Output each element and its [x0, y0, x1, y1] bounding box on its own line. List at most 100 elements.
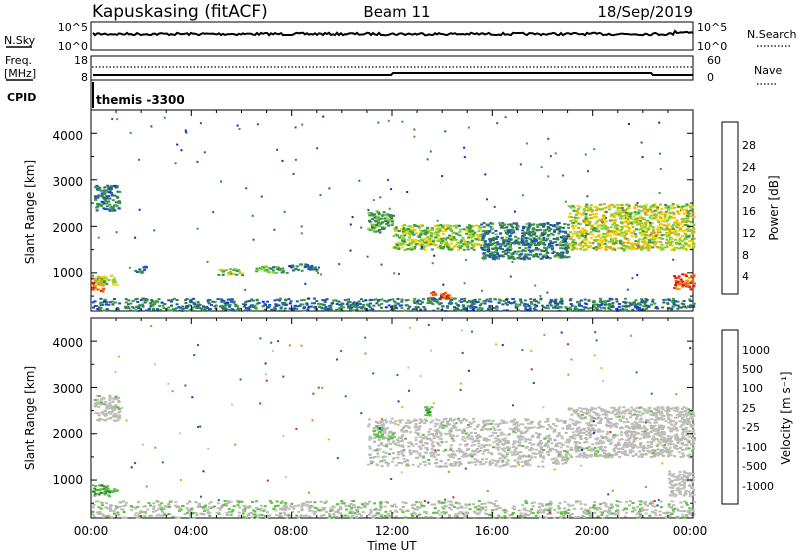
echo-cell [406, 425, 410, 428]
echo-cell [636, 427, 640, 430]
echo-cell [382, 450, 385, 453]
echo-cell [605, 216, 607, 219]
echo-cell [564, 240, 567, 242]
echo-cell [275, 265, 279, 268]
echo-cell [583, 229, 587, 232]
echo-cell [167, 309, 171, 312]
echo-cell [532, 254, 536, 256]
echo-cell [256, 269, 260, 272]
echo-cell [469, 422, 473, 425]
echo-cell [572, 245, 575, 248]
echo-cell [519, 257, 523, 260]
echo-cell [565, 425, 569, 428]
echo-cell [207, 302, 211, 305]
echo-cell [295, 300, 299, 303]
echo-cell [556, 222, 560, 224]
echo-cell [684, 247, 688, 250]
echo-cell [481, 233, 485, 236]
echo-cell [504, 116, 507, 119]
echo-cell [600, 241, 604, 243]
echo-cell [349, 304, 353, 306]
echo-cell [347, 306, 351, 309]
echo-cell [613, 409, 617, 411]
echo-cell [652, 228, 656, 231]
echo-cell [477, 225, 481, 227]
echo-cell [508, 245, 512, 248]
echo-cell [530, 443, 534, 446]
echo-cell [532, 307, 536, 310]
echo-cell [321, 309, 325, 312]
echo-cell [416, 465, 420, 468]
echo-cell [543, 231, 546, 234]
echo-cell [666, 407, 670, 410]
echo-cell [108, 394, 112, 397]
echo-cell [650, 234, 654, 237]
echo-cell [429, 232, 433, 235]
echo-cell [584, 453, 588, 456]
echo-cell [462, 304, 465, 307]
echo-cell [488, 460, 492, 463]
echo-cell [613, 224, 617, 227]
echo-cell [484, 428, 488, 430]
echo-cell [524, 237, 528, 239]
echo-cell [109, 412, 113, 415]
echo-cell [577, 415, 581, 418]
echo-cell [183, 309, 186, 312]
echo-cell [448, 423, 452, 426]
echo-cell [527, 454, 531, 457]
echo-cell [597, 234, 601, 236]
echo-cell [103, 409, 107, 412]
echo-cell [653, 302, 657, 305]
echo-cell [616, 210, 620, 213]
echo-cell [660, 220, 664, 223]
echo-cell [502, 420, 506, 423]
echo-cell [546, 440, 550, 443]
echo-cell [392, 452, 395, 455]
echo-cell [118, 302, 122, 305]
echo-cell [506, 242, 510, 245]
echo-cell [245, 300, 249, 303]
echo-cell [557, 252, 561, 255]
echo-cell [538, 443, 542, 446]
echo-cell [266, 306, 269, 308]
echo-cell [688, 420, 691, 423]
echo-cell [288, 307, 292, 310]
echo-cell [659, 210, 663, 213]
echo-cell [681, 432, 685, 434]
echo-cell [506, 440, 510, 443]
echo-cell [400, 462, 404, 465]
echo-cell [388, 453, 392, 455]
echo-cell [593, 407, 597, 410]
echo-cell [380, 302, 384, 305]
echo-cell [654, 429, 658, 432]
echo-cell [655, 245, 659, 248]
echo-cell [539, 439, 543, 442]
echo-cell [404, 464, 408, 467]
echo-cell [511, 253, 515, 256]
echo-cell [449, 427, 453, 430]
echo-cell [674, 421, 678, 424]
echo-cell [521, 242, 524, 245]
echo-cell [612, 233, 616, 236]
echo-cell [569, 303, 573, 305]
echo-cell [442, 283, 445, 286]
echo-cell [539, 295, 542, 297]
echo-cell [575, 420, 579, 423]
echo-cell [524, 438, 528, 440]
echo-cell [443, 295, 447, 297]
echo-cell [622, 309, 626, 312]
echo-cell [676, 205, 680, 208]
echo-cell [554, 298, 558, 301]
echo-cell [516, 435, 520, 438]
echo-cell [484, 419, 488, 422]
echo-cell [613, 222, 617, 225]
echo-cell [671, 305, 675, 308]
echo-cell [471, 299, 475, 302]
echo-cell [680, 207, 683, 210]
echo-cell [169, 300, 173, 303]
echo-cell [620, 228, 624, 231]
echo-cell [692, 304, 696, 307]
echo-cell [668, 211, 672, 214]
echo-cell [368, 228, 372, 231]
echo-cell [532, 223, 536, 226]
